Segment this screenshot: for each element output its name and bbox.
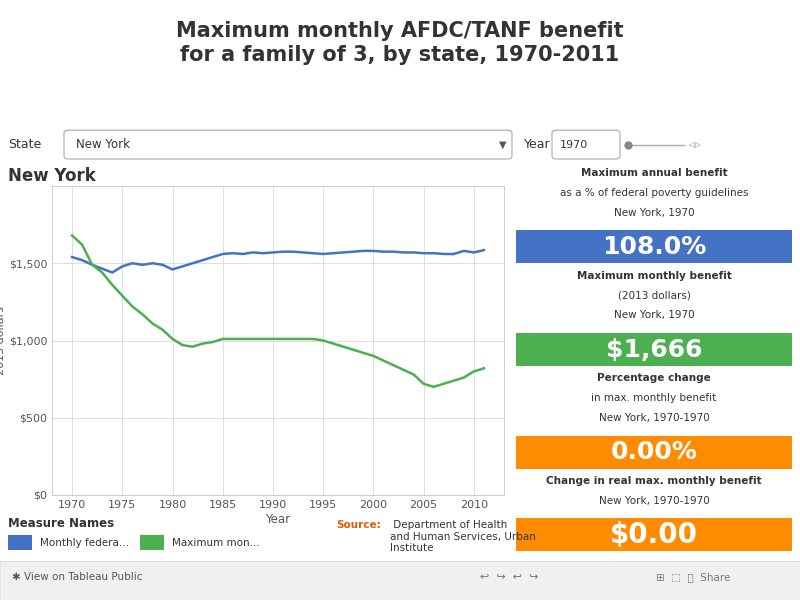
Text: New York, 1970-1970: New York, 1970-1970 xyxy=(598,496,710,506)
Text: ✱ View on Tableau Public: ✱ View on Tableau Public xyxy=(12,572,142,582)
Text: ▼: ▼ xyxy=(498,140,506,149)
Text: in max. monthly benefit: in max. monthly benefit xyxy=(591,393,717,403)
Text: New York, 1970: New York, 1970 xyxy=(614,310,694,320)
Text: Maximum monthly benefit: Maximum monthly benefit xyxy=(577,271,731,281)
FancyBboxPatch shape xyxy=(516,333,792,366)
Y-axis label: 2013 dollars: 2013 dollars xyxy=(0,306,6,375)
X-axis label: Year: Year xyxy=(266,512,290,526)
Text: ↩  ↪  ↩  ↪: ↩ ↪ ↩ ↪ xyxy=(480,572,538,582)
Text: Department of Health
and Human Services, Urban
Institute: Department of Health and Human Services,… xyxy=(390,520,536,553)
FancyBboxPatch shape xyxy=(516,436,792,469)
Text: for a family of 3, by state, 1970-2011: for a family of 3, by state, 1970-2011 xyxy=(180,45,620,65)
Text: Monthly federa...: Monthly federa... xyxy=(40,538,129,548)
Text: Maximum mon...: Maximum mon... xyxy=(172,538,260,548)
FancyBboxPatch shape xyxy=(0,561,800,600)
Text: New York: New York xyxy=(76,138,130,151)
Text: Maximum monthly AFDC/TANF benefit: Maximum monthly AFDC/TANF benefit xyxy=(176,21,624,41)
Text: $0.00: $0.00 xyxy=(610,521,698,549)
Text: Maximum annual benefit: Maximum annual benefit xyxy=(581,168,727,178)
FancyBboxPatch shape xyxy=(516,230,792,263)
Text: 108.0%: 108.0% xyxy=(602,235,706,259)
FancyBboxPatch shape xyxy=(552,130,620,159)
Text: 1970: 1970 xyxy=(560,140,588,149)
FancyBboxPatch shape xyxy=(64,130,512,159)
Text: Percentage change: Percentage change xyxy=(597,373,711,383)
Text: State: State xyxy=(8,137,42,151)
Text: 0.00%: 0.00% xyxy=(610,440,698,464)
Text: ⊞  ⬚  ⌗  Share: ⊞ ⬚ ⌗ Share xyxy=(656,572,730,582)
Text: Year: Year xyxy=(524,137,550,151)
Text: (2013 dollars): (2013 dollars) xyxy=(618,290,690,301)
Text: $1,666: $1,666 xyxy=(606,337,702,361)
Text: New York, 1970: New York, 1970 xyxy=(614,208,694,218)
Text: New York, 1970-1970: New York, 1970-1970 xyxy=(598,413,710,423)
Text: Measure Names: Measure Names xyxy=(8,517,114,530)
FancyBboxPatch shape xyxy=(516,518,792,551)
Text: ◁▷: ◁▷ xyxy=(688,140,701,149)
Text: as a % of federal poverty guidelines: as a % of federal poverty guidelines xyxy=(560,188,748,198)
Text: Change in real max. monthly benefit: Change in real max. monthly benefit xyxy=(546,476,762,486)
Text: Source:: Source: xyxy=(336,520,381,530)
FancyBboxPatch shape xyxy=(140,535,164,550)
Text: New York: New York xyxy=(8,167,96,185)
FancyBboxPatch shape xyxy=(8,535,32,550)
